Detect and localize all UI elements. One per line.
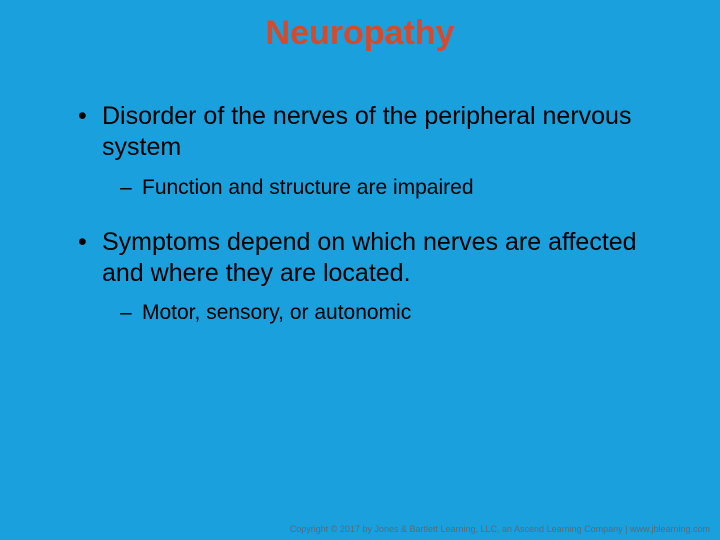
title-bar: Neuropathy <box>0 0 720 61</box>
slide-content: • Disorder of the nerves of the peripher… <box>0 61 720 327</box>
bullet-marker-l2: – <box>120 174 142 201</box>
bullet-level2: – Motor, sensory, or autonomic <box>120 299 660 326</box>
bullet-marker-l2: – <box>120 299 142 326</box>
bullet-marker-l1: • <box>78 101 102 132</box>
bullet-text: Function and structure are impaired <box>142 174 474 201</box>
bullet-text: Symptoms depend on which nerves are affe… <box>102 227 660 290</box>
bullet-text: Disorder of the nerves of the peripheral… <box>102 101 660 164</box>
slide: Neuropathy • Disorder of the nerves of t… <box>0 0 720 540</box>
slide-title: Neuropathy <box>0 14 720 53</box>
bullet-marker-l1: • <box>78 227 102 258</box>
bullet-level1: • Symptoms depend on which nerves are af… <box>78 227 660 290</box>
bullet-level1: • Disorder of the nerves of the peripher… <box>78 101 660 164</box>
bullet-text: Motor, sensory, or autonomic <box>142 299 411 326</box>
bullet-level2: – Function and structure are impaired <box>120 174 660 201</box>
copyright-footer: Copyright © 2017 by Jones & Bartlett Lea… <box>290 524 710 534</box>
